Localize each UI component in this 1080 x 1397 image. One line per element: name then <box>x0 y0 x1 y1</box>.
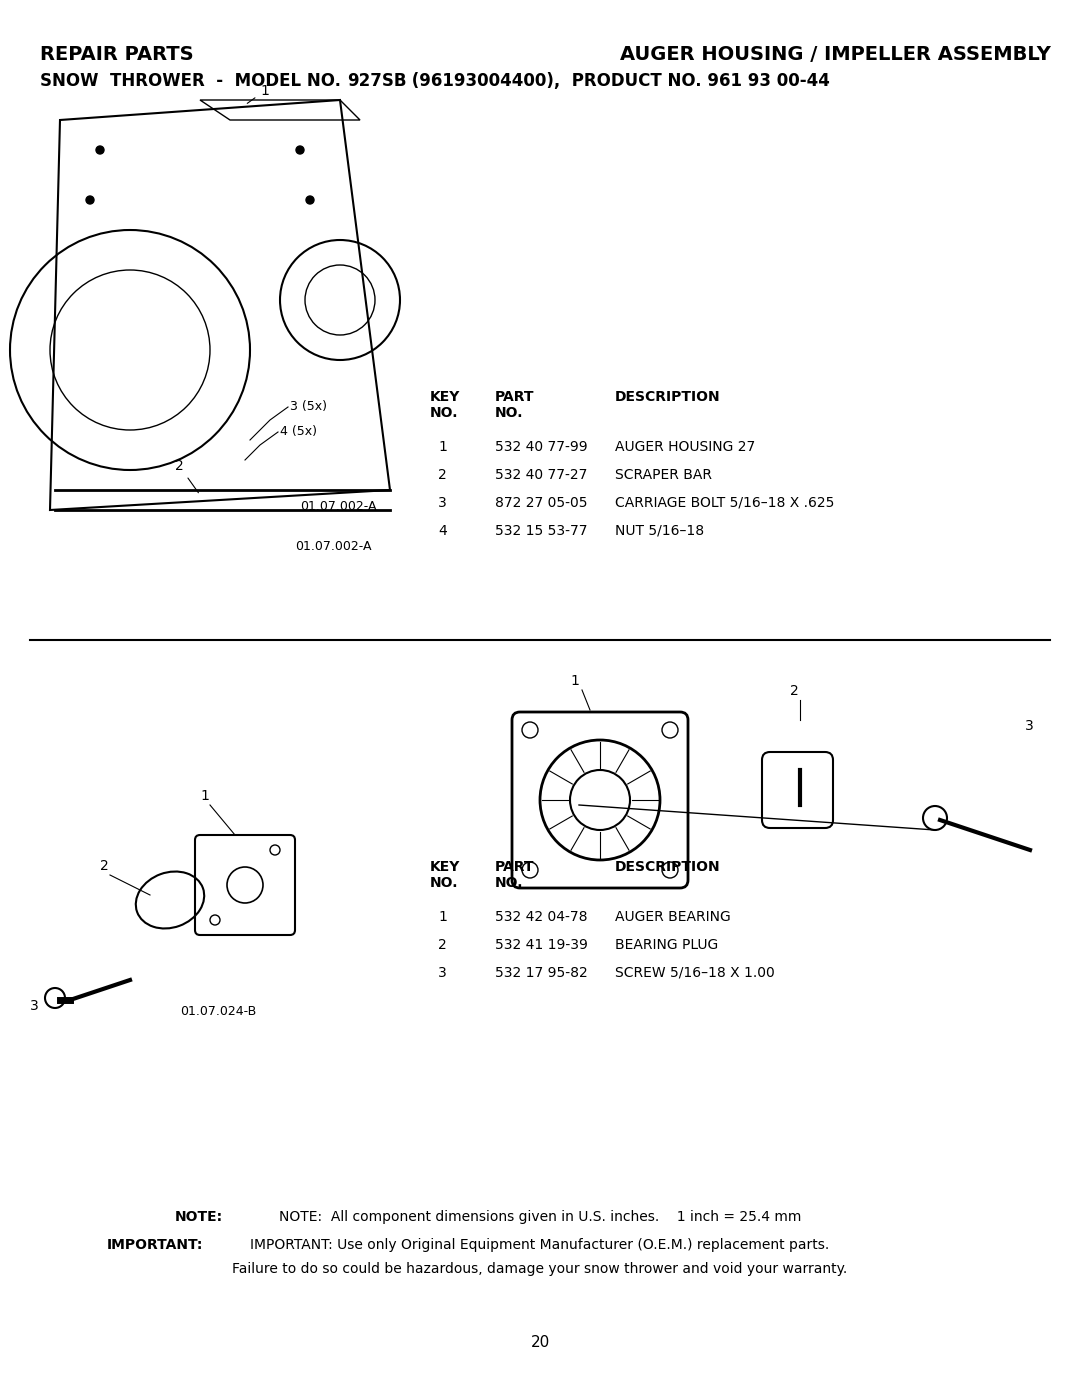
Text: 01.07.002-A: 01.07.002-A <box>295 541 372 553</box>
Text: 2: 2 <box>789 685 799 698</box>
Text: 3: 3 <box>438 965 447 981</box>
Text: NUT 5/16–18: NUT 5/16–18 <box>615 524 704 538</box>
Text: AUGER BEARING: AUGER BEARING <box>615 909 731 923</box>
Text: 4: 4 <box>438 524 447 538</box>
Text: 3: 3 <box>438 496 447 510</box>
Text: AUGER HOUSING 27: AUGER HOUSING 27 <box>615 440 755 454</box>
Text: SCREW 5/16–18 X 1.00: SCREW 5/16–18 X 1.00 <box>615 965 774 981</box>
Text: 20: 20 <box>530 1336 550 1350</box>
Text: (96193004400),  PRODUCT NO. 961 93 00-44: (96193004400), PRODUCT NO. 961 93 00-44 <box>406 73 831 89</box>
Text: 01.07.002-A: 01.07.002-A <box>300 500 377 513</box>
Text: 1: 1 <box>247 84 269 103</box>
Text: 1: 1 <box>438 440 447 454</box>
Text: AUGER HOUSING / IMPELLER ASSEMBLY: AUGER HOUSING / IMPELLER ASSEMBLY <box>620 45 1051 64</box>
Text: PART: PART <box>495 861 535 875</box>
Text: 1: 1 <box>570 673 579 687</box>
Text: CARRIAGE BOLT 5/16–18 X .625: CARRIAGE BOLT 5/16–18 X .625 <box>615 496 835 510</box>
Text: DESCRIPTION: DESCRIPTION <box>615 390 720 404</box>
Text: REPAIR PARTS: REPAIR PARTS <box>40 45 193 64</box>
Text: 4 (5x): 4 (5x) <box>280 425 318 439</box>
Text: 532 42 04-78: 532 42 04-78 <box>495 909 588 923</box>
Text: NOTE:  All component dimensions given in U.S. inches.    1 inch = 25.4 mm: NOTE: All component dimensions given in … <box>279 1210 801 1224</box>
Text: 532 41 19-39: 532 41 19-39 <box>495 937 588 951</box>
Text: 532 15 53-77: 532 15 53-77 <box>495 524 588 538</box>
Circle shape <box>296 147 303 154</box>
Text: BEARING PLUG: BEARING PLUG <box>615 937 718 951</box>
Text: 1: 1 <box>200 789 208 803</box>
Text: 01.07.024-B: 01.07.024-B <box>180 1004 256 1018</box>
Text: SNOW  THROWER  -  MODEL NO.: SNOW THROWER - MODEL NO. <box>40 73 347 89</box>
Text: SCRAPER BAR: SCRAPER BAR <box>615 468 712 482</box>
Text: NO.: NO. <box>430 407 459 420</box>
Text: 927SB: 927SB <box>347 73 406 89</box>
Text: NO.: NO. <box>495 407 524 420</box>
Text: 532 17 95-82: 532 17 95-82 <box>495 965 588 981</box>
Text: 2: 2 <box>438 468 447 482</box>
Text: PART: PART <box>495 390 535 404</box>
Text: 3 (5x): 3 (5x) <box>291 400 327 414</box>
Text: KEY: KEY <box>430 861 460 875</box>
Text: IMPORTANT:: IMPORTANT: <box>107 1238 203 1252</box>
Circle shape <box>96 147 104 154</box>
Text: 1: 1 <box>438 909 447 923</box>
Circle shape <box>306 196 314 204</box>
Text: 3: 3 <box>30 999 39 1013</box>
Text: NOTE:: NOTE: <box>175 1210 224 1224</box>
Text: 2: 2 <box>100 859 109 873</box>
Text: 532 40 77-27: 532 40 77-27 <box>495 468 588 482</box>
Text: NO.: NO. <box>495 876 524 890</box>
Text: 2: 2 <box>175 460 199 493</box>
Text: NO.: NO. <box>430 876 459 890</box>
Text: Failure to do so could be hazardous, damage your snow thrower and void your warr: Failure to do so could be hazardous, dam… <box>232 1261 848 1275</box>
Circle shape <box>86 196 94 204</box>
Text: DESCRIPTION: DESCRIPTION <box>615 861 720 875</box>
Text: 2: 2 <box>438 937 447 951</box>
Text: IMPORTANT: Use only Original Equipment Manufacturer (O.E.M.) replacement parts.: IMPORTANT: Use only Original Equipment M… <box>251 1238 829 1252</box>
Text: KEY: KEY <box>430 390 460 404</box>
Text: 532 40 77-99: 532 40 77-99 <box>495 440 588 454</box>
Text: 872 27 05-05: 872 27 05-05 <box>495 496 588 510</box>
Text: 3: 3 <box>1025 719 1034 733</box>
